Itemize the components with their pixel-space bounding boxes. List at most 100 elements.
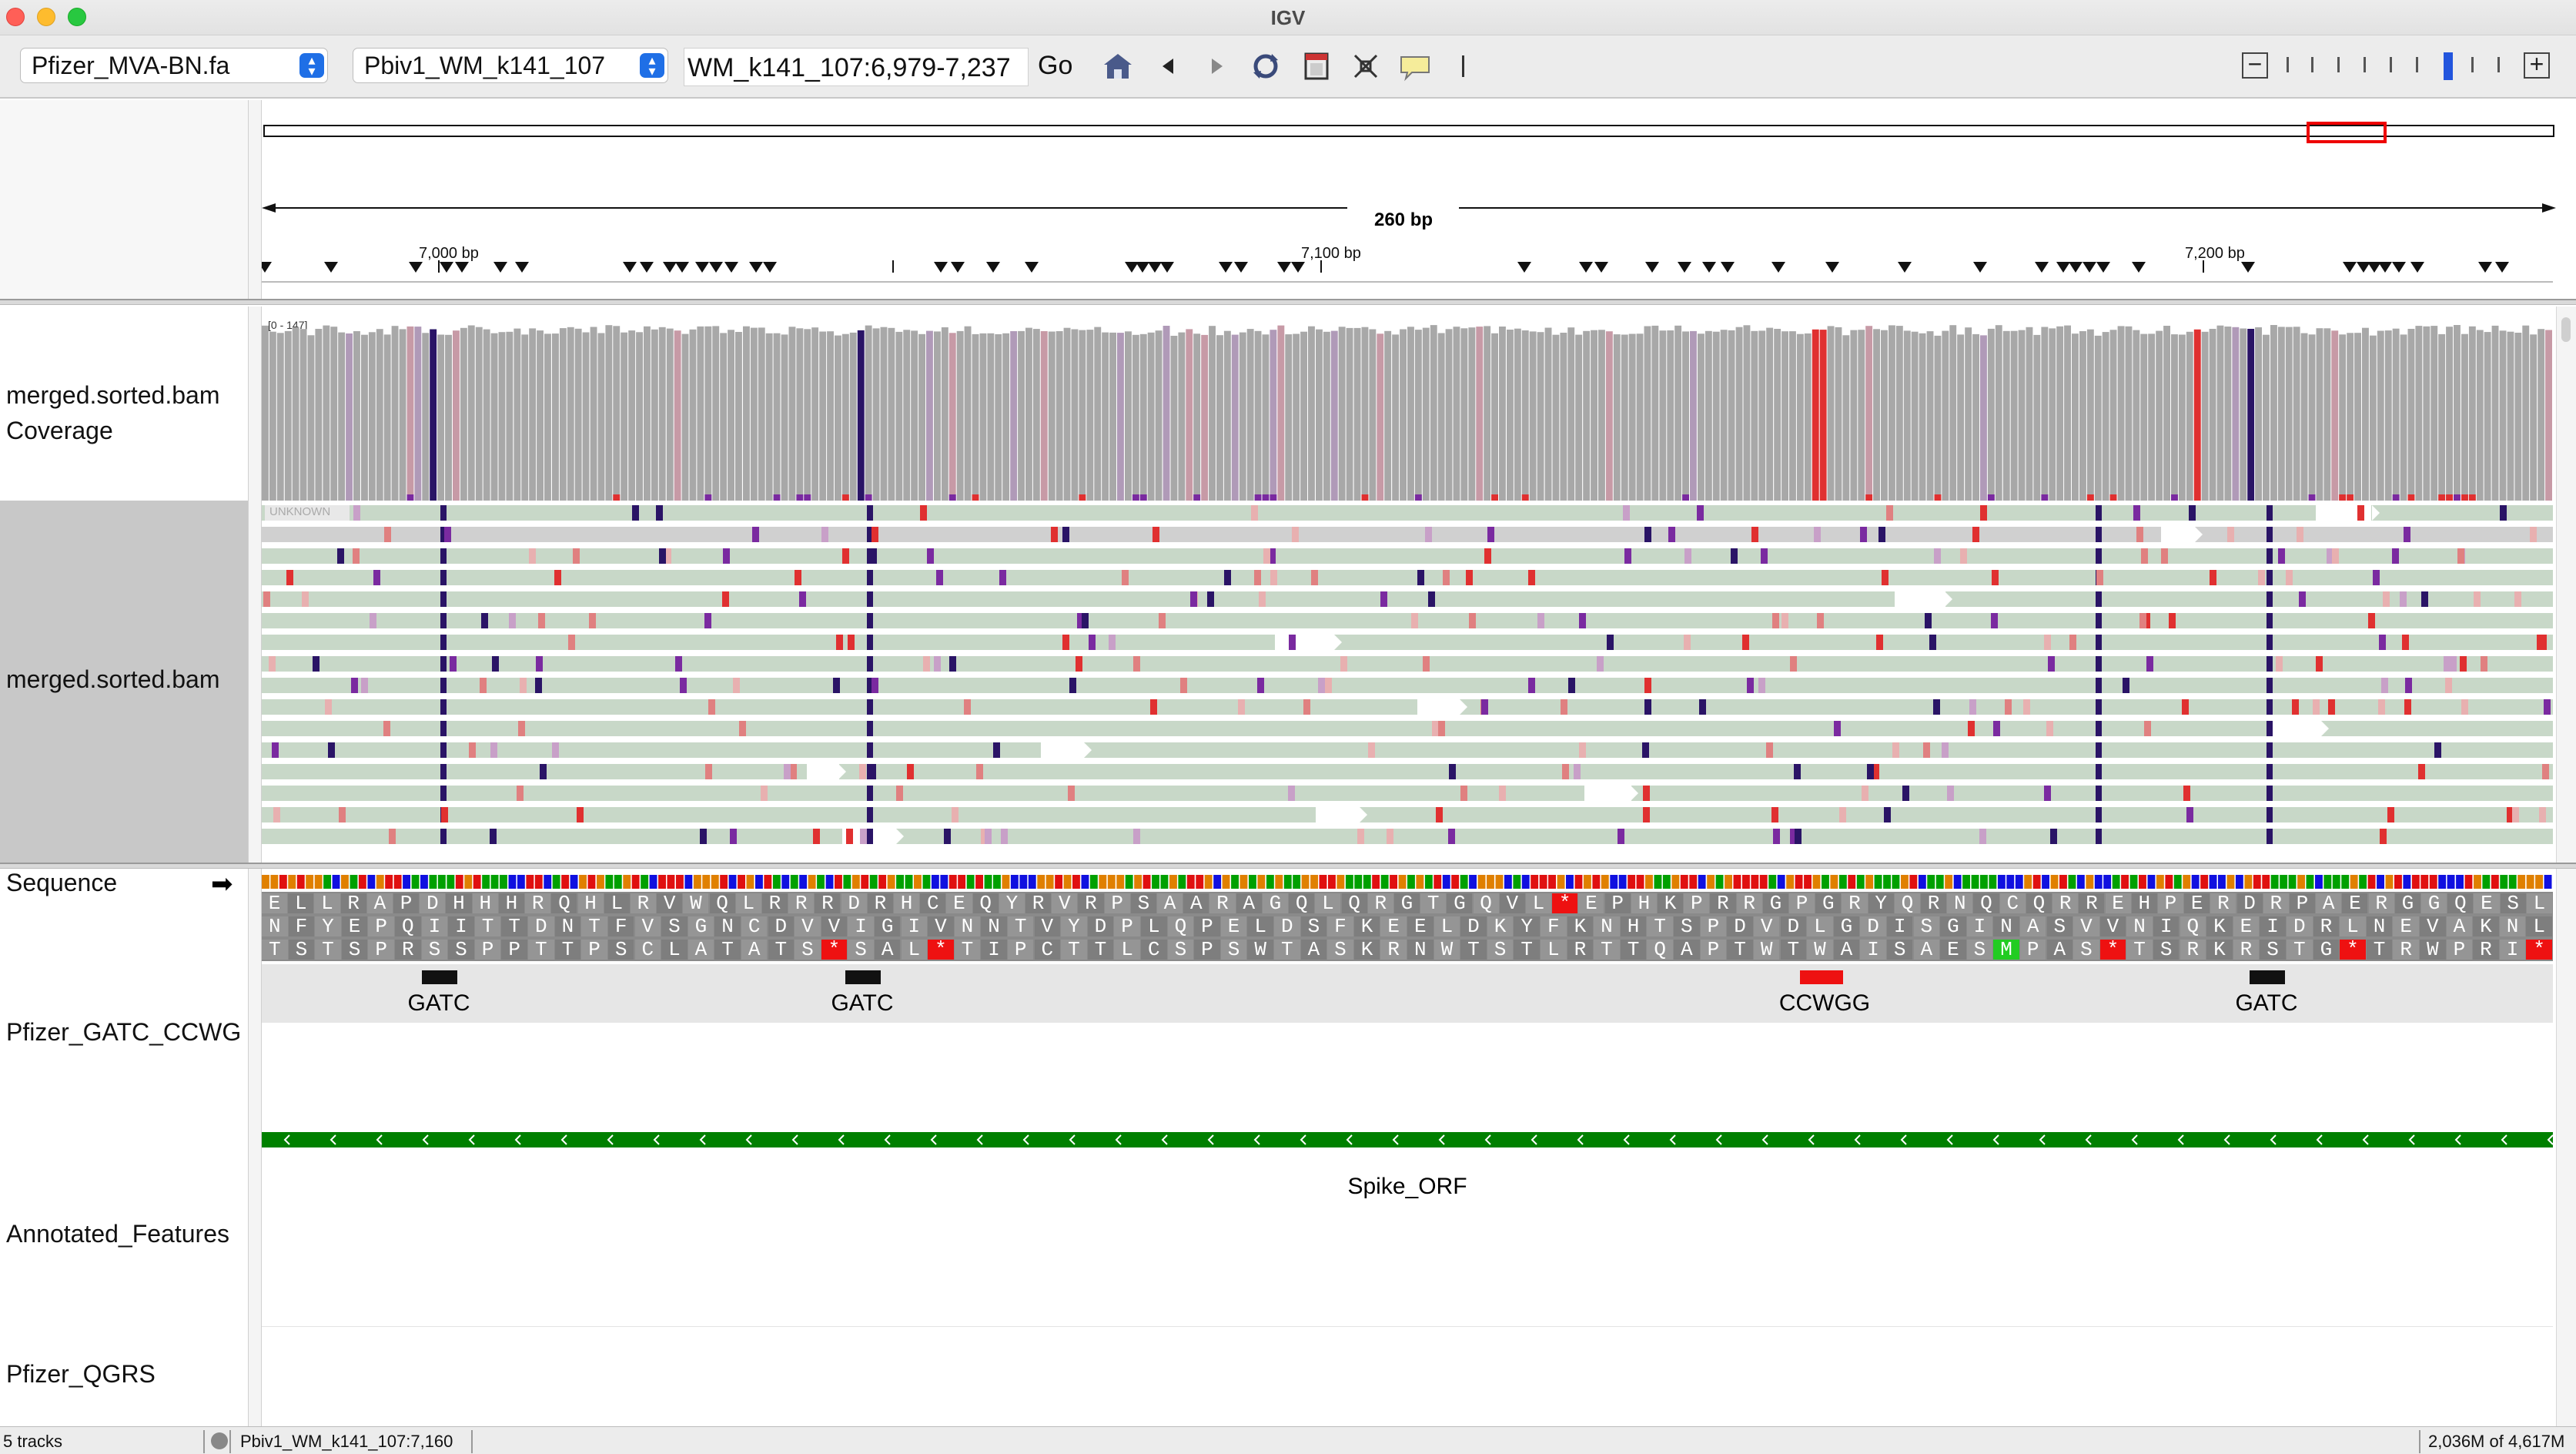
amino-acid-cell: D <box>1780 916 1807 936</box>
amino-acid-cell: L <box>1247 916 1273 936</box>
amino-acid-cell: P <box>2446 940 2473 960</box>
locus-search-input[interactable]: WM_k141_107:6,979-7,237 <box>684 48 1029 86</box>
amino-acid-cell: T <box>581 916 607 936</box>
forward-icon[interactable] <box>1199 49 1233 83</box>
resize-icon[interactable] <box>1300 49 1333 83</box>
center-line-icon[interactable] <box>1349 49 1383 83</box>
motif-track[interactable]: GATC GATC CCWGG GATC <box>262 964 2553 1023</box>
amino-acid-cell: E <box>946 893 972 913</box>
amino-acid-cell: W <box>1807 940 1833 960</box>
amino-acid-cell: C <box>920 893 946 913</box>
alignment-label-area[interactable]: merged.sorted.bam <box>0 501 248 864</box>
amino-acid-cell: R <box>761 893 788 913</box>
zoom-tick[interactable] <box>2497 57 2500 72</box>
zoom-in-button[interactable]: + <box>2524 52 2550 79</box>
chromosome-select[interactable]: Pbiv1_WM_k141_107 ▴ ▾ <box>353 48 668 83</box>
amino-acid-cell: A <box>2046 940 2073 960</box>
alignment-scrollbar[interactable] <box>2556 307 2576 864</box>
amino-acid-cell: S <box>1327 940 1353 960</box>
coverage-label-area[interactable]: merged.sorted.bam Coverage <box>0 307 248 501</box>
amino-acid-cell: A <box>2446 916 2473 936</box>
strand-arrow-icon[interactable]: ➡ <box>211 869 233 899</box>
cursor-position: Pbiv1_WM_k141_107:7,160 <box>237 1430 473 1453</box>
span-label: 260 bp <box>1373 209 1434 230</box>
alignment-scrollbar-thumb[interactable] <box>2561 317 2571 342</box>
amino-acid-cell: K <box>1658 893 1684 913</box>
amino-acid-cell: D <box>2287 916 2313 936</box>
amino-acid-cell: D <box>1087 916 1114 936</box>
roi-icon[interactable] <box>1447 49 1481 83</box>
amino-acid-cell: L <box>1434 916 1460 936</box>
amino-acid-cell: E <box>2233 916 2260 936</box>
motif-track-label[interactable]: Pfizer_GATC_CCWG <box>6 1018 242 1046</box>
zoom-out-button[interactable]: − <box>2242 52 2268 79</box>
spike-orf-feature[interactable] <box>262 1132 2553 1147</box>
motif-feature-bar[interactable] <box>2250 970 2285 984</box>
amino-acid-cell: L <box>288 893 314 913</box>
amino-acid-cell: V <box>1753 916 1780 936</box>
go-button[interactable]: Go <box>1038 51 1073 80</box>
qgrs-track-label[interactable]: Pfizer_QGRS <box>6 1360 156 1388</box>
motif-feature-bar[interactable] <box>845 970 881 984</box>
header-splitter[interactable] <box>0 299 2576 305</box>
annotated-track-label[interactable]: Annotated_Features <box>6 1220 229 1248</box>
alignment-reads[interactable] <box>262 502 2553 864</box>
amino-acid-cell: G <box>1815 893 1842 913</box>
motif-feature-label: CCWGG <box>1778 990 1871 1016</box>
home-icon[interactable] <box>1101 49 1135 83</box>
amino-acid-cell: T <box>1420 893 1447 913</box>
amino-acid-cell: R <box>867 893 893 913</box>
coverage-track[interactable] <box>262 322 2553 501</box>
amino-acid-cell: T <box>1620 940 1647 960</box>
zoom-tick[interactable] <box>2416 57 2418 72</box>
amino-acid-cell: T <box>1087 940 1114 960</box>
amino-acid-cell: S <box>607 940 634 960</box>
motif-feature-bar[interactable] <box>422 970 457 984</box>
amino-acid-cell: S <box>848 940 874 960</box>
amino-acid-cell: N <box>2499 916 2526 936</box>
amino-acid-cell: P <box>501 940 527 960</box>
amino-acid-cell: R <box>1921 893 1947 913</box>
zoom-tick[interactable] <box>2311 57 2313 72</box>
genome-select[interactable]: Pfizer_MVA-BN.fa ▴ ▾ <box>20 48 328 83</box>
amino-acid-cell: R <box>1736 893 1762 913</box>
amino-acid-cell: S <box>341 940 368 960</box>
motif-feature-bar[interactable] <box>1800 970 1843 984</box>
zoom-tick[interactable] <box>2337 57 2340 72</box>
minimize-window-button[interactable] <box>37 8 55 26</box>
amino-acid-cell: Q <box>1167 916 1194 936</box>
amino-acid-cell: L <box>1114 940 1140 960</box>
amino-acid-cell: E <box>2474 893 2500 913</box>
amino-acid-cell: H <box>894 893 920 913</box>
ruler-panel[interactable]: 260 bp 7,000 bp 7,100 bp 7,200 bp <box>262 100 2556 299</box>
zoom-tick[interactable] <box>2471 57 2474 72</box>
feature-splitter[interactable] <box>0 863 2576 869</box>
amino-acid-cell: Y <box>1868 893 1894 913</box>
feature-scrollbar[interactable] <box>2556 869 2576 1426</box>
amino-acid-cell: L <box>661 940 687 960</box>
zoom-tick[interactable] <box>2364 57 2366 72</box>
zoom-tick[interactable] <box>2287 57 2289 72</box>
chromosome-ideogram[interactable] <box>263 125 2554 137</box>
maximize-window-button[interactable] <box>68 8 86 26</box>
amino-acid-cell: S <box>1966 940 1993 960</box>
sequence-track-label[interactable]: Sequence <box>6 869 118 896</box>
alignment-data-panel[interactable]: [0 - 147] UNKNOWN <box>262 307 2556 864</box>
amino-acid-cell: * <box>2340 940 2366 960</box>
amino-acid-cell: L <box>1315 893 1341 913</box>
amino-acid-cell: P <box>1007 940 1034 960</box>
back-icon[interactable] <box>1152 49 1186 83</box>
zoom-tick[interactable] <box>2390 57 2392 72</box>
popup-text-icon[interactable] <box>1398 49 1432 83</box>
amino-acid-cell: Q <box>395 916 421 936</box>
genome-select-value: Pfizer_MVA-BN.fa <box>32 52 230 79</box>
amino-acid-cell: N <box>1407 940 1434 960</box>
amino-acid-cell: S <box>1220 940 1247 960</box>
close-window-button[interactable] <box>6 8 25 26</box>
amino-acid-cell: V <box>795 916 821 936</box>
zoom-slider-thumb[interactable] <box>2444 52 2453 80</box>
current-region-box[interactable] <box>2307 122 2387 143</box>
refresh-icon[interactable] <box>1249 49 1283 83</box>
amino-acid-cell: K <box>2473 916 2499 936</box>
